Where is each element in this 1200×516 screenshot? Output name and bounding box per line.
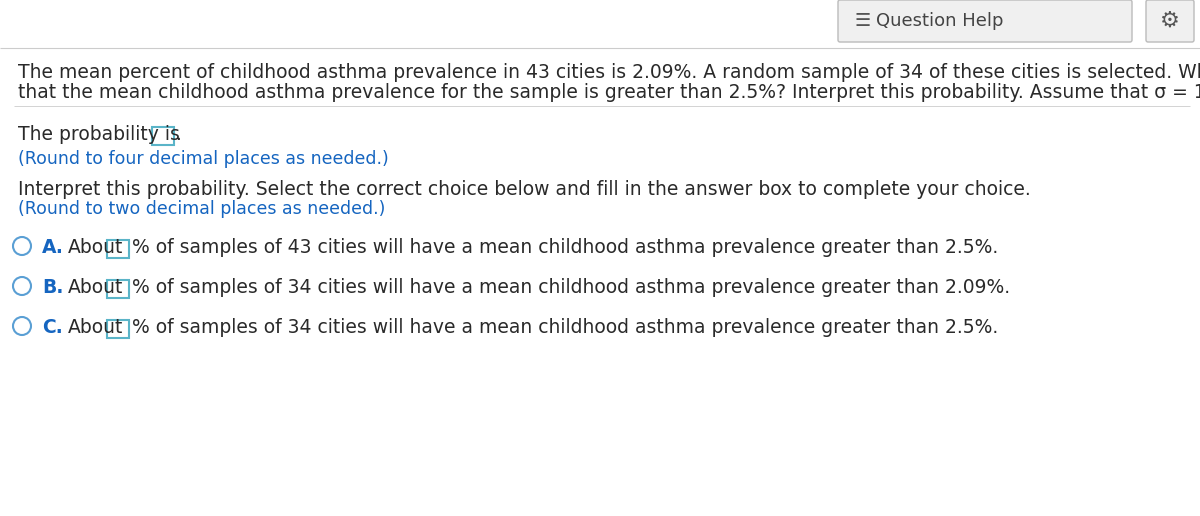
FancyBboxPatch shape (1146, 0, 1194, 42)
FancyBboxPatch shape (107, 320, 130, 338)
Text: % of samples of 34 cities will have a mean childhood asthma prevalence greater t: % of samples of 34 cities will have a me… (132, 278, 1010, 297)
Text: About: About (68, 238, 124, 257)
Text: Interpret this probability. Select the correct choice below and fill in the answ: Interpret this probability. Select the c… (18, 180, 1031, 199)
Text: % of samples of 43 cities will have a mean childhood asthma prevalence greater t: % of samples of 43 cities will have a me… (132, 238, 998, 257)
FancyBboxPatch shape (107, 280, 130, 298)
Text: .: . (176, 125, 182, 144)
Text: The mean percent of childhood asthma prevalence in 43 cities is 2.09%. A random : The mean percent of childhood asthma pre… (18, 63, 1200, 82)
Text: About: About (68, 278, 124, 297)
Text: Question Help: Question Help (876, 12, 1003, 30)
Text: (Round to two decimal places as needed.): (Round to two decimal places as needed.) (18, 200, 385, 218)
Text: (Round to four decimal places as needed.): (Round to four decimal places as needed.… (18, 150, 389, 168)
FancyBboxPatch shape (152, 127, 174, 145)
FancyBboxPatch shape (838, 0, 1132, 42)
Text: ⚙: ⚙ (1160, 11, 1180, 31)
Text: that the mean childhood asthma prevalence for the sample is greater than 2.5%? I: that the mean childhood asthma prevalenc… (18, 83, 1200, 102)
Text: ☰: ☰ (854, 12, 870, 30)
Text: About: About (68, 318, 124, 337)
Text: A.: A. (42, 238, 64, 257)
Text: % of samples of 34 cities will have a mean childhood asthma prevalence greater t: % of samples of 34 cities will have a me… (132, 318, 998, 337)
Text: B.: B. (42, 278, 64, 297)
Text: The probability is: The probability is (18, 125, 180, 144)
Text: C.: C. (42, 318, 62, 337)
FancyBboxPatch shape (107, 240, 130, 258)
